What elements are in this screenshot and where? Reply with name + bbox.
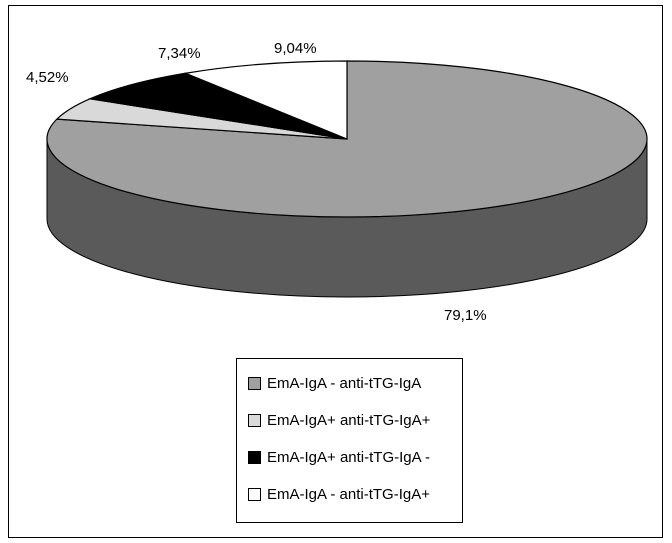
legend-swatch xyxy=(248,377,261,390)
pie-slices xyxy=(46,60,648,218)
legend-label: EmA-IgA+ anti-tTG-IgA - xyxy=(267,449,430,466)
legend-label: EmA-IgA+ anti-tTG-IgA+ xyxy=(267,412,431,429)
legend-item: EmA-IgA+ anti-tTG-IgA+ xyxy=(237,402,462,439)
legend-swatch xyxy=(248,451,261,464)
slice-label-3: 9,04% xyxy=(274,40,317,57)
legend-label: EmA-IgA - anti-tTG-IgA xyxy=(267,375,422,392)
pie-chart: 79,1% 4,52% 7,34% 9,04% xyxy=(26,40,648,324)
legend-item: EmA-IgA - anti-tTG-IgA+ xyxy=(237,476,462,513)
slice-label-1: 4,52% xyxy=(26,69,69,86)
chart-legend: EmA-IgA - anti-tTG-IgA EmA-IgA+ anti-tTG… xyxy=(236,358,463,523)
pie-slice-3 xyxy=(183,60,348,140)
legend-item: EmA-IgA - anti-tTG-IgA xyxy=(237,365,462,402)
legend-item: EmA-IgA+ anti-tTG-IgA - xyxy=(237,439,462,476)
slice-label-0: 79,1% xyxy=(444,307,487,324)
legend-swatch xyxy=(248,414,261,427)
legend-swatch xyxy=(248,488,261,501)
legend-label: EmA-IgA - anti-tTG-IgA+ xyxy=(267,486,430,503)
chart-frame: 79,1% 4,52% 7,34% 9,04% EmA-IgA - anti-t… xyxy=(8,5,663,538)
pie-value-labels: 79,1% 4,52% 7,34% 9,04% xyxy=(26,40,487,324)
slice-label-2: 7,34% xyxy=(158,45,201,62)
pie-slice-2 xyxy=(87,72,348,140)
